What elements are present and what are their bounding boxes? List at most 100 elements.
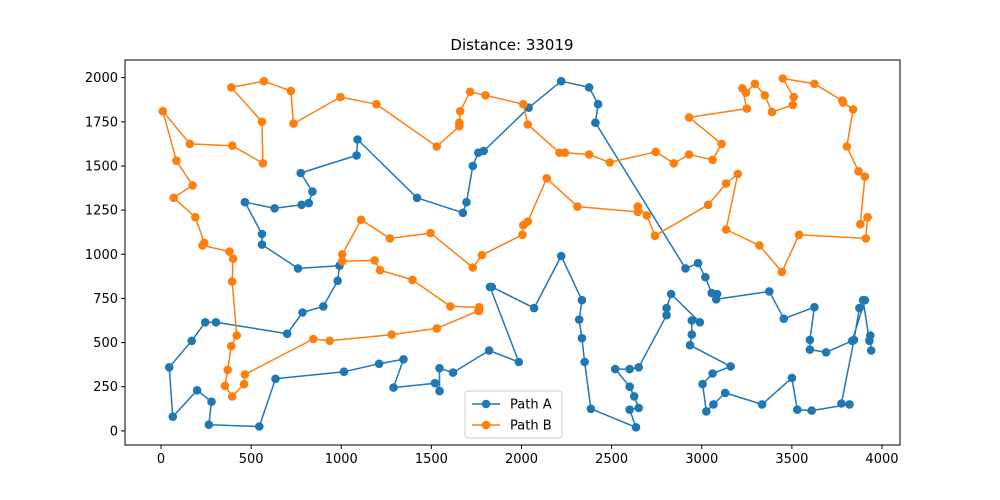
data-point <box>352 151 361 160</box>
legend-marker <box>481 399 491 409</box>
data-point <box>555 148 564 157</box>
data-point <box>257 229 267 239</box>
data-point <box>755 241 764 250</box>
data-point <box>435 386 444 396</box>
data-point <box>669 159 679 168</box>
data-point <box>200 318 210 327</box>
data-point <box>282 329 292 339</box>
data-point <box>726 362 735 371</box>
data-point <box>187 336 196 346</box>
data-point <box>239 379 249 389</box>
data-point <box>308 187 317 196</box>
data-point <box>838 96 847 105</box>
legend-label: Path A <box>510 398 552 413</box>
data-point <box>854 167 863 176</box>
data-point <box>387 330 397 339</box>
data-point <box>666 289 676 299</box>
data-point <box>192 386 202 395</box>
data-point <box>634 403 643 413</box>
data-point <box>484 346 494 355</box>
data-point <box>708 369 717 378</box>
data-point <box>529 303 539 313</box>
data-point <box>389 383 398 392</box>
data-point <box>227 277 237 286</box>
y-tick-label: 1000 <box>85 248 118 263</box>
data-point <box>577 295 587 305</box>
data-point <box>865 336 874 346</box>
y-tick-label: 500 <box>93 336 118 351</box>
data-point <box>458 208 468 218</box>
data-point <box>556 251 566 261</box>
data-point <box>336 92 345 102</box>
data-point <box>687 330 697 339</box>
data-point <box>356 215 366 225</box>
data-point <box>863 212 872 222</box>
data-point <box>821 348 831 357</box>
x-tick-label: 1500 <box>415 452 448 467</box>
data-point <box>474 306 483 316</box>
data-point <box>757 400 767 409</box>
x-tick-label: 4000 <box>865 452 898 467</box>
data-point <box>573 202 582 211</box>
data-point <box>435 363 444 373</box>
data-point <box>681 264 690 273</box>
data-point <box>633 202 643 211</box>
data-point <box>518 230 527 240</box>
data-point <box>468 161 478 171</box>
data-point <box>721 179 731 188</box>
data-point <box>711 295 721 304</box>
data-point <box>805 335 815 345</box>
data-point <box>779 314 789 324</box>
data-point <box>477 250 487 260</box>
data-point <box>584 83 594 92</box>
data-point <box>574 315 584 324</box>
data-point <box>698 379 707 389</box>
data-point <box>777 267 787 277</box>
data-point <box>319 302 328 311</box>
data-point <box>556 76 566 86</box>
data-point <box>225 247 234 256</box>
data-point <box>794 230 804 240</box>
axes-frame <box>124 59 901 446</box>
data-point <box>733 169 743 179</box>
data-point <box>856 219 865 229</box>
data-point <box>591 118 600 127</box>
data-point <box>296 168 306 178</box>
data-point <box>270 204 279 213</box>
data-point <box>374 359 384 369</box>
series-path-b <box>158 74 872 401</box>
data-point <box>738 84 747 93</box>
x-tick-label: 3000 <box>685 452 718 467</box>
data-point <box>701 272 710 282</box>
data-point <box>650 231 660 240</box>
data-point <box>662 303 671 313</box>
data-point <box>259 76 269 86</box>
x-tick-label: 2000 <box>505 452 538 467</box>
data-point <box>788 100 798 110</box>
data-point <box>289 119 298 128</box>
data-point <box>708 155 717 165</box>
data-point <box>629 392 639 401</box>
data-point <box>432 142 442 151</box>
data-point <box>220 381 230 391</box>
data-point <box>455 106 465 116</box>
y-tick-label: 0 <box>110 424 118 439</box>
data-point <box>430 378 440 388</box>
chart-title: Distance: 33019 <box>450 36 573 54</box>
data-point <box>625 405 634 415</box>
data-point <box>309 334 318 344</box>
data-point <box>426 228 435 238</box>
data-point <box>580 357 589 367</box>
data-point <box>298 308 307 317</box>
data-point <box>191 212 200 222</box>
plot-area <box>158 74 876 432</box>
data-point <box>847 336 857 346</box>
data-point <box>240 370 250 379</box>
data-point <box>198 241 207 250</box>
data-point <box>577 333 587 343</box>
data-point <box>685 340 695 350</box>
data-point <box>684 150 694 159</box>
x-tick-label: 500 <box>239 452 264 467</box>
data-point <box>810 79 819 89</box>
